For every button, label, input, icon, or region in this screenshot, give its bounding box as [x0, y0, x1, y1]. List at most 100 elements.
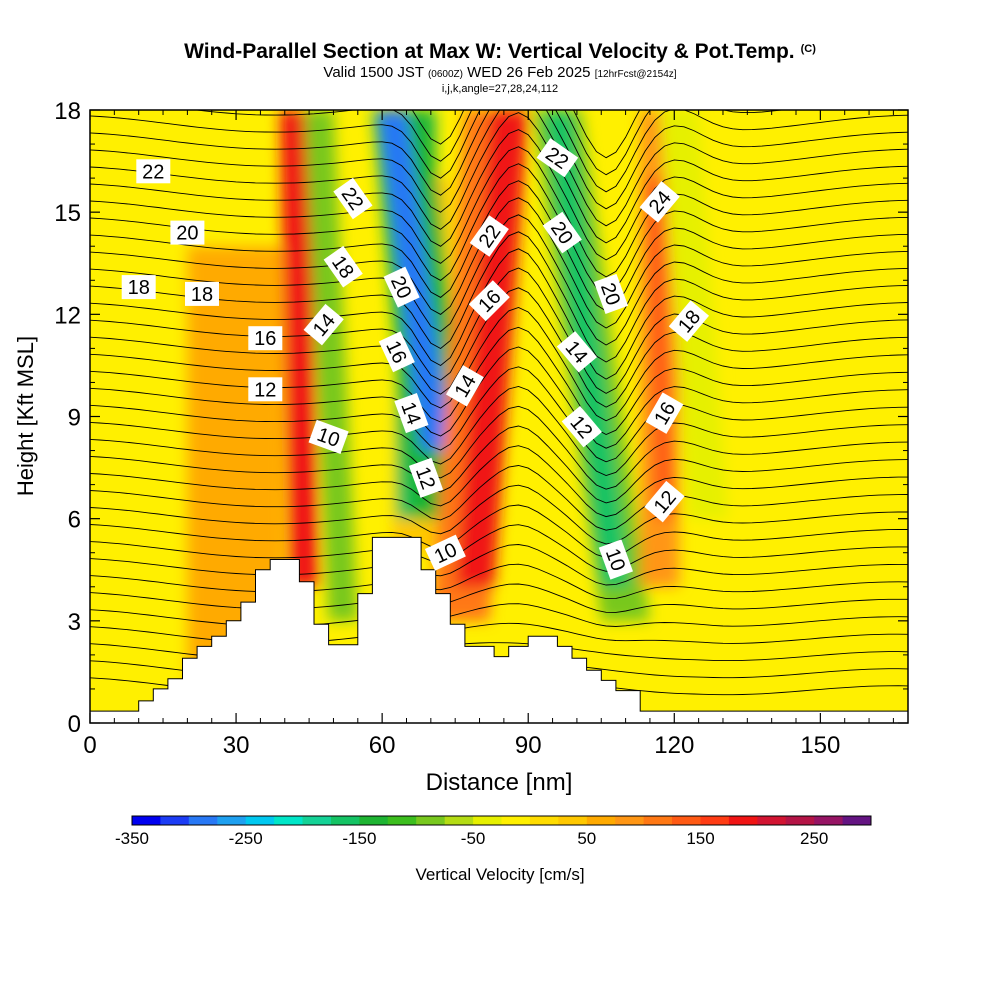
contour-label: 18: [185, 281, 219, 306]
contour-label: 20: [170, 220, 205, 245]
isentrope-line: [90, 129, 908, 261]
isentrope-line: [90, 583, 908, 613]
isentrope-line: [90, 405, 908, 490]
isentrope-line: [90, 110, 908, 227]
colorbar-swatch: [501, 816, 531, 825]
isentrope-line: [90, 197, 908, 329]
isentrope-line: [90, 425, 908, 504]
y-tick-label: 6: [68, 507, 81, 534]
band-updraft-core: [455, 110, 529, 587]
isentrope-line: [90, 504, 908, 559]
colorbar-swatch: [444, 816, 474, 825]
isentrope-line: [90, 465, 908, 531]
isentrope-line: [90, 544, 908, 586]
band-updraft-west: [279, 110, 319, 587]
contour-label: 12: [248, 377, 283, 402]
colorbar-label: Vertical Velocity [cm/s]: [415, 865, 584, 884]
y-tick-label: 15: [54, 200, 81, 227]
isentrope-line: [90, 484, 908, 545]
colorbar-swatch: [615, 816, 644, 825]
colorbar-tick-label: 250: [800, 829, 828, 848]
colorbar-swatch: [359, 816, 389, 825]
colorbar-tick-label: -150: [342, 829, 376, 848]
chart-subtitle: Valid 1500 JST (0600Z) WED 26 Feb 2025 […: [0, 65, 1000, 83]
colorbar-tick-label: -50: [461, 829, 486, 848]
colorbar-tick-label: -250: [229, 829, 263, 848]
colorbar-swatch: [473, 816, 502, 825]
colorbar-swatch: [814, 816, 843, 825]
title-main: Wind-Parallel Section at Max W: Vertical…: [184, 40, 795, 63]
colorbar-swatch: [160, 816, 190, 825]
y-tick-label: 18: [54, 98, 81, 125]
contour-label-text: 20: [176, 223, 198, 245]
terrain-mask: [90, 536, 908, 723]
isentrope-line: [90, 563, 908, 600]
colorbar-swatch: [274, 816, 303, 825]
isentrope-line: [90, 231, 908, 363]
y-tick-label: 3: [68, 609, 81, 636]
contour-label: 14: [394, 393, 429, 434]
colorbar-swatch: [700, 816, 730, 825]
isentrope-line: [90, 524, 908, 572]
valid-utc: (0600Z): [427, 69, 463, 80]
band-downdraft-core: [377, 110, 451, 451]
band-downdraft-west: [304, 110, 358, 621]
isentrope-line: [90, 163, 908, 295]
colorbar-swatch: [416, 816, 445, 825]
isentrope-line: [90, 346, 908, 449]
y-axis-label: Height [Kft MSL]: [13, 336, 38, 496]
isentrope-line: [90, 180, 908, 312]
contour-label: 22: [136, 159, 171, 184]
contour-label: 16: [248, 326, 283, 351]
isentrope-line: [90, 386, 908, 476]
grid-indices: i,j,k,angle=27,28,24,112: [441, 83, 559, 95]
isentrope-line: [90, 110, 908, 193]
contour-label-text: 12: [254, 379, 276, 401]
colorbar-swatch: [842, 816, 872, 825]
isentrope-line: [90, 248, 908, 380]
y-tick-label: 0: [68, 711, 81, 738]
isentrope-line: [90, 110, 908, 210]
x-tick-label: 60: [369, 732, 396, 759]
colorbar-swatch: [302, 816, 332, 825]
contour-label: 18: [121, 275, 156, 300]
x-tick-label: 90: [515, 732, 542, 759]
colorbar-swatch: [188, 816, 218, 825]
colorbar-swatch: [529, 816, 559, 825]
colorbar-tick-label: 150: [686, 829, 714, 848]
isentrope-line: [90, 307, 908, 422]
forecast-info: [12hrFcst@2154z]: [594, 69, 677, 80]
y-tick-label: 9: [68, 405, 81, 432]
title-unit-mark: (C): [800, 43, 816, 55]
velocity-field: [90, 110, 908, 723]
colorbar-swatch: [387, 816, 417, 825]
band-east-weak-down: [747, 178, 816, 723]
isentrope-line: [90, 112, 908, 244]
chart-title: Wind-Parallel Section at Max W: Vertical…: [0, 36, 1000, 65]
contour-label: 22: [469, 215, 509, 257]
x-axis-label: Distance [nm]: [426, 769, 573, 796]
colorbar-swatch: [672, 816, 701, 825]
colorbar-swatch: [728, 816, 758, 825]
title-block: Wind-Parallel Section at Max W: Vertical…: [0, 36, 1000, 95]
colorbar-tick-label: -350: [115, 829, 149, 848]
colorbar-swatch: [132, 816, 161, 825]
band-updraft-east-core: [645, 178, 675, 519]
contour-label-text: 16: [254, 328, 276, 350]
isentrope-line: [90, 267, 908, 394]
x-tick-label: 150: [800, 732, 840, 759]
contour-label-text: 18: [128, 277, 150, 299]
contour-label-text: 18: [191, 284, 213, 306]
valid-date: WED 26 Feb 2025: [467, 64, 591, 81]
colorbar-swatch: [586, 816, 616, 825]
isentrope-line: [90, 445, 908, 518]
x-tick-label: 120: [654, 732, 694, 759]
isentrope-line: [90, 326, 908, 436]
colorbar-swatch: [245, 816, 275, 825]
colorbar-swatch: [558, 816, 588, 825]
x-tick-label: 30: [223, 732, 250, 759]
colorbar-frame: [131, 815, 872, 826]
contour-label: 10: [308, 419, 349, 454]
colorbar-swatch: [217, 816, 247, 825]
